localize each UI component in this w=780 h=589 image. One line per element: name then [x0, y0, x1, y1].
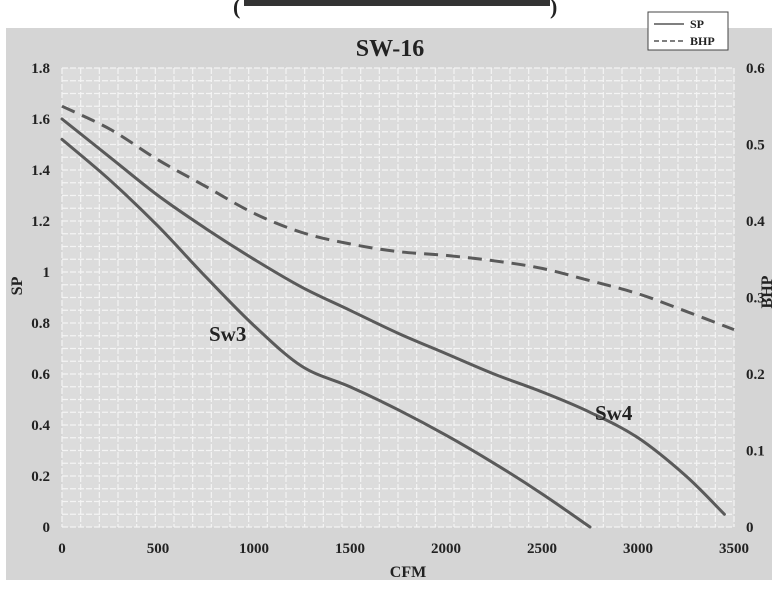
- y-left-axis-title: SP: [9, 276, 26, 295]
- x-tick-label: 1500: [335, 541, 365, 557]
- y-right-tick-label: 0.5: [746, 138, 765, 154]
- top-header-cutoff: [244, 0, 550, 6]
- y-left-tick-label: 0.6: [31, 367, 50, 383]
- y-right-tick-label: 0.1: [746, 444, 765, 460]
- curve-label-sw4: Sw4: [595, 401, 633, 425]
- y-left-tick-label: 0.2: [31, 469, 50, 485]
- legend-bhp-label: BHP: [690, 34, 715, 48]
- x-tick-label: 500: [147, 541, 170, 557]
- y-left-tick-label: 0.8: [31, 316, 50, 332]
- x-tick-label: 0: [58, 541, 66, 557]
- y-left-tick-label: 0: [43, 520, 51, 536]
- y-left-tick-label: 1.4: [31, 163, 50, 179]
- legend-box: [647, 11, 729, 51]
- x-tick-label: 2000: [431, 541, 461, 557]
- bracket-fragment: ): [550, 0, 557, 19]
- x-tick-label: 3500: [719, 541, 749, 557]
- y-right-tick-label: 0: [746, 520, 754, 536]
- y-right-axis-title: BHP: [759, 275, 776, 308]
- series-line-bhp: [61, 104, 735, 332]
- axis-layer: 0 500 1000 1500 2000 2500 3000 3500 0 0.2 0.4 0.6 0.…: [31, 61, 765, 557]
- curve-label-sw3: Sw3: [209, 322, 246, 346]
- y-left-tick-label: 0.4: [31, 418, 50, 434]
- series-line-sw3: [60, 137, 592, 529]
- top-header-fragment: (: [233, 0, 240, 19]
- y-right-tick-label: 0.3: [746, 291, 765, 307]
- x-axis-title: CFM: [390, 564, 426, 581]
- y-left-tick-label: 1.2: [31, 214, 50, 230]
- y-left-tick-label: 1: [43, 265, 51, 281]
- legend-sp-label: SP: [690, 17, 704, 31]
- x-tick-label: 1000: [239, 541, 269, 557]
- y-left-tick-label: 1.6: [31, 112, 50, 128]
- legend: SP BHP: [647, 11, 729, 51]
- series-layer: [60, 104, 735, 529]
- grid-layer: [61, 67, 735, 528]
- y-right-tick-label: 0.4: [746, 214, 765, 230]
- x-tick-label: 2500: [527, 541, 557, 557]
- y-left-tick-label: 1.8: [31, 61, 50, 77]
- series-line-sw4: [60, 117, 726, 516]
- y-right-tick-label: 0.2: [746, 367, 765, 383]
- chart-title: SW-16: [356, 36, 424, 62]
- x-tick-label: 3000: [623, 541, 653, 557]
- y-right-tick-label: 0.6: [746, 61, 765, 77]
